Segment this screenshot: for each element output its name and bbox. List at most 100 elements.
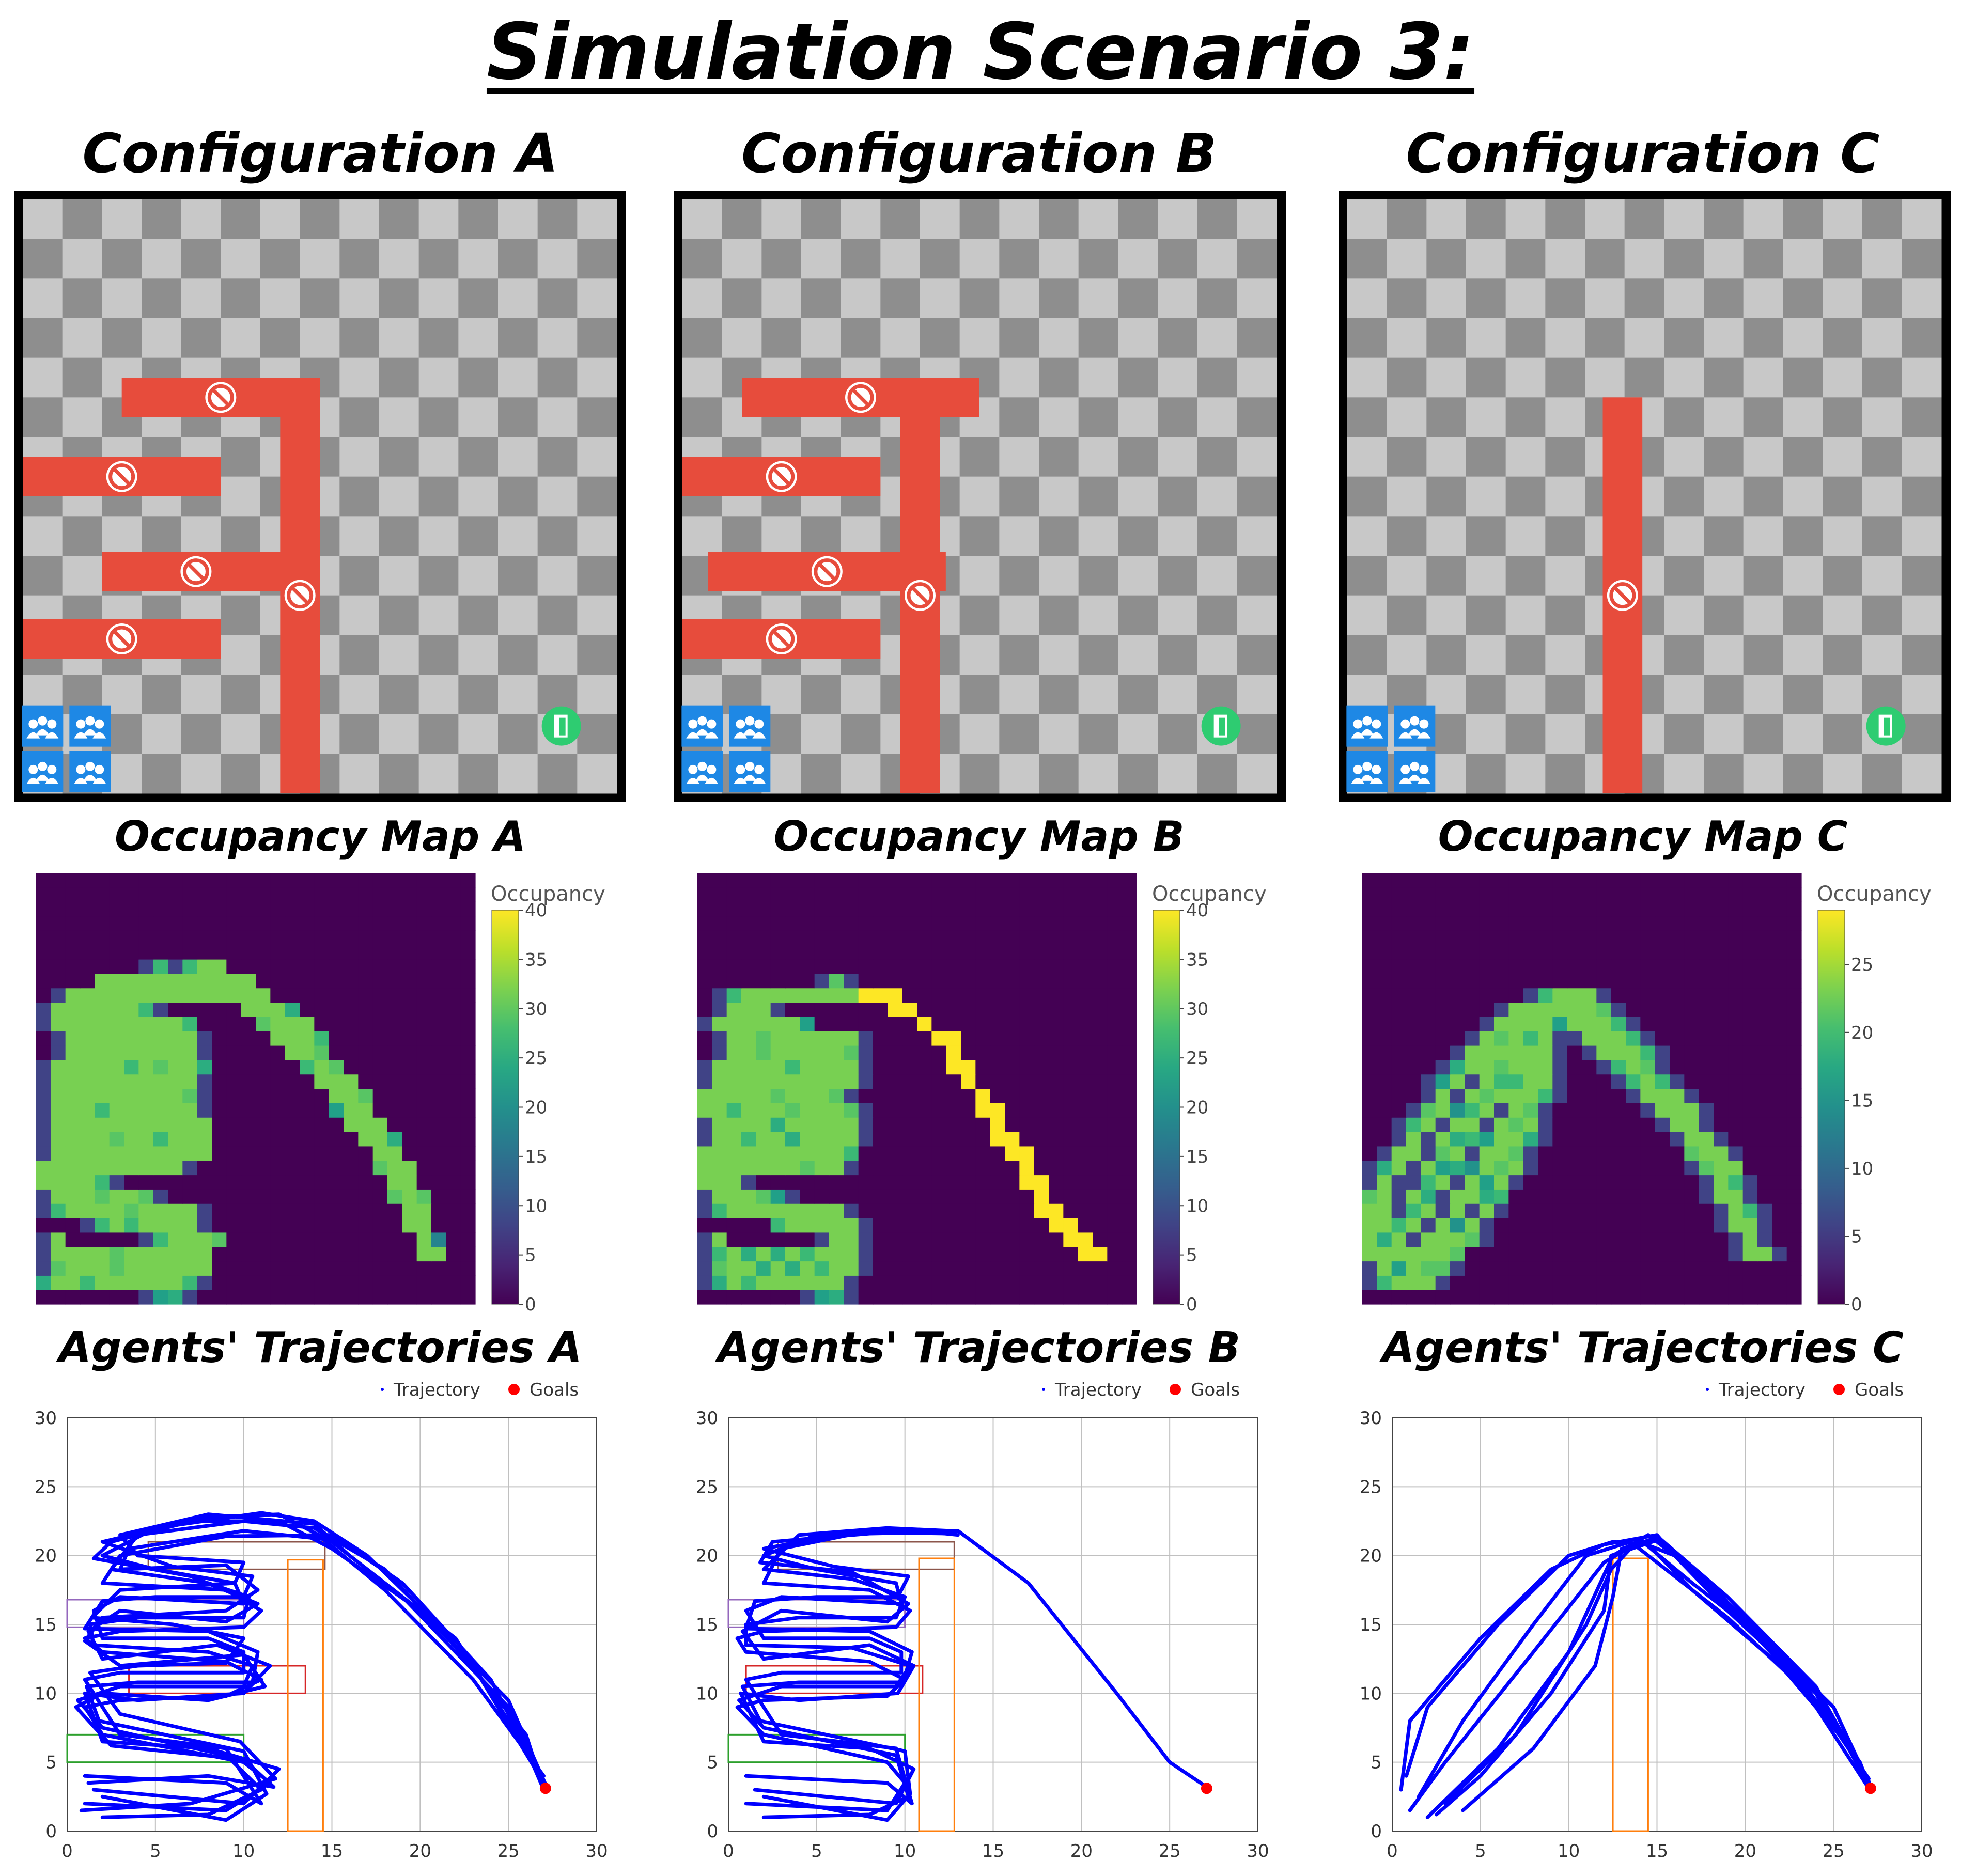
heatmap-cell [1596,1002,1612,1017]
heatmap-cell [36,1261,51,1276]
heatmap-cell [990,1175,1005,1190]
heatmap-cell [975,930,991,945]
heatmap-cell [1772,1232,1787,1247]
heatmap-cell [36,1175,51,1190]
heatmap-cell [124,1059,139,1075]
heatmap-cell [65,1189,81,1204]
heatmap-cell [1670,1117,1685,1132]
floor-tile [1664,556,1704,596]
heatmap-cell [1611,1189,1626,1204]
floor-tile [418,357,459,398]
floor-tile [142,239,182,279]
heatmap-cell [917,1059,932,1075]
heatmap-cell [153,1074,168,1089]
obstacle-outline [727,1733,906,1763]
floor-tile [1197,516,1237,556]
floor-tile [1387,357,1427,398]
heatmap-cell [1078,1074,1093,1089]
heatmap-cell [1406,1059,1421,1075]
floor-tile [379,516,419,556]
heatmap-cell [829,1017,844,1031]
floor-tile [1862,239,1902,279]
heatmap-cell [182,1290,198,1305]
heatmap-cell [51,1218,66,1233]
heatmap-cell [1567,988,1582,1003]
heatmap-cell [212,1045,227,1060]
heatmap-cell [80,1045,95,1060]
no-entry-icon [811,556,843,587]
heatmap-cell [1362,1031,1377,1046]
heatmap-cell [1406,1218,1421,1233]
floor-tile [418,397,459,437]
heatmap-cell [372,945,388,960]
heatmap-cell [800,1146,815,1161]
heatmap-cell [1611,1275,1626,1290]
heatmap-cell [741,1246,756,1262]
floor-tile [1197,397,1237,437]
heatmap-cell [416,873,432,888]
heatmap-cell [212,1031,227,1046]
heatmap-cell [1714,1002,1729,1017]
heatmap-cell [1626,1218,1641,1233]
heatmap-cell [756,930,771,945]
heatmap-cell [1005,901,1020,917]
heatmap-cell [460,887,476,902]
heatmap-cell [1093,973,1108,989]
person-body [83,774,97,781]
heatmap-cell [300,1160,315,1176]
heatmap-cell [402,1290,417,1305]
heatmap-cell [1078,887,1093,902]
heatmap-cell [153,887,168,902]
heatmap-cell [1728,1290,1744,1305]
floor-tile [1078,199,1118,240]
floor-tile [1783,675,1823,715]
goal-marker [1201,1783,1212,1794]
heatmap-cell [1479,930,1495,945]
heatmap-cell [402,1175,417,1190]
floor-tile [458,199,499,240]
floor-tile [1862,754,1902,794]
heatmap-cell [1450,1002,1465,1017]
heatmap-cell [1655,1175,1670,1190]
floor-tile [1823,199,1863,240]
heatmap-cell [344,1045,359,1060]
colorbar-tick-label: 40 [525,900,547,921]
heatmap-cell [285,873,300,888]
heatmap-cell [1465,1074,1480,1089]
heatmap-cell [1421,1261,1436,1276]
heatmap-cell [329,1175,344,1190]
heatmap-cell [1567,1175,1582,1190]
heatmap-cell [1728,1088,1744,1103]
heatmap-cell [902,1261,917,1276]
heatmap-cell [844,945,859,960]
heatmap-cell [387,1160,402,1176]
heatmap-cell [858,1290,874,1305]
heatmap-cell [124,1045,139,1060]
floor-tile [1783,714,1823,754]
heatmap-cell [1078,1246,1093,1262]
heatmap-cell [697,1045,712,1060]
floor-tile [102,278,142,319]
heatmap-cell [697,1132,712,1147]
heatmap-cell [1552,887,1568,902]
floor-tile [1704,199,1744,240]
heatmap-cell [226,916,242,931]
heatmap-cell [36,1275,51,1290]
heatmap-cell [1049,1088,1064,1103]
heatmap-cell [1362,916,1377,931]
floor-tile [1426,357,1467,398]
heatmap-cell [285,1088,300,1103]
person-head [1372,719,1381,729]
heatmap-cell [1421,945,1436,960]
heatmap-cell [800,1117,815,1132]
heatmap-cell [446,1175,461,1190]
heatmap-cell [387,959,402,974]
heatmap-cell [814,1160,830,1176]
heatmap-cell [51,1203,66,1218]
heatmap-cell [1508,1031,1524,1046]
heatmap-cell [1611,1146,1626,1161]
floor-tile [1902,239,1942,279]
heatmap-cell [1362,959,1377,974]
heatmap-cell [1005,1031,1020,1046]
floor-tile [959,675,1000,715]
